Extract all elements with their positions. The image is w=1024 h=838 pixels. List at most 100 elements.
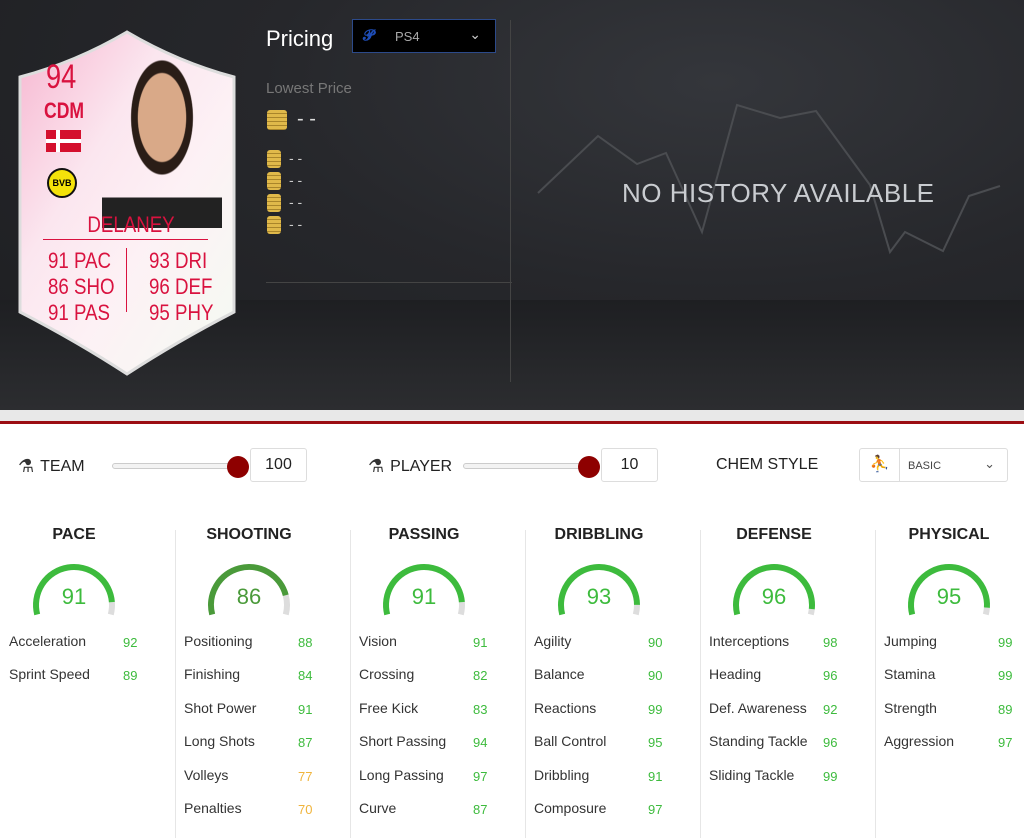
price-value: - - (289, 150, 303, 166)
divider (700, 530, 701, 838)
stat-row: Positioning 88 (184, 633, 324, 650)
stat-name: Positioning (184, 633, 253, 649)
stat-value: 88 (298, 635, 313, 650)
attribute-gauge (33, 564, 115, 616)
divider (875, 530, 876, 838)
stat-name: Acceleration (9, 633, 87, 649)
attribute-value: 91 (411, 584, 437, 609)
stat-row: Sprint Speed 89 (9, 666, 149, 683)
stat-value: 70 (298, 802, 313, 817)
stat-name: Ball Control (534, 733, 607, 749)
stat-name: Interceptions (709, 633, 790, 649)
slider-handle[interactable] (227, 456, 249, 478)
stat-value: 91 (648, 769, 663, 784)
card-stat: 95 PHY (149, 300, 214, 325)
stat-name: Reactions (534, 700, 597, 716)
stat-value: 83 (473, 702, 488, 717)
player-card[interactable]: 94 CDM BVB DELANEY 91 PAC 86 SHO 91 PAS … (16, 22, 238, 377)
stat-value: 94 (473, 735, 488, 750)
attribute-gauge (383, 564, 465, 616)
card-stat: 93 DRI (149, 248, 208, 273)
stat-row: Sliding Tackle 99 (709, 767, 849, 784)
team-chem-input[interactable]: 100 (250, 448, 307, 482)
gauge-track (457, 601, 465, 616)
gauge-fill (208, 563, 289, 616)
stat-row: Composure 97 (534, 800, 674, 817)
stat-row: Finishing 84 (184, 666, 324, 683)
pricing-title: Pricing (266, 26, 334, 51)
stat-value: 89 (998, 702, 1013, 717)
card-stat: 96 DEF (149, 274, 213, 299)
stat-row: Long Passing 97 (359, 767, 499, 784)
stat-value: 87 (473, 802, 488, 817)
no-history-message: NO HISTORY AVAILABLE (622, 178, 935, 208)
chem-style-label: CHEM STYLE (716, 456, 819, 473)
card-stat: 86 SHO (48, 274, 115, 299)
gauge-track (107, 601, 115, 616)
team-chem-slider[interactable] (112, 456, 249, 478)
attribute-title: PHYSICAL (908, 526, 990, 543)
stat-row: Curve 87 (359, 800, 499, 817)
chevron-down-icon: ⌄ (469, 26, 481, 42)
label: TEAM (40, 457, 85, 475)
stat-value: 92 (823, 702, 838, 717)
stat-name: Long Shots (184, 733, 255, 749)
gauge-fill (383, 564, 465, 616)
stat-row: Penalties 70 (184, 800, 324, 817)
attribute-title: PASSING (388, 526, 460, 543)
stat-name: Long Passing (359, 767, 444, 783)
stat-value: 89 (123, 668, 138, 683)
stat-row: Vision 91 (359, 633, 499, 650)
stat-row: Jumping 99 (884, 633, 1024, 650)
attribute-gauge (208, 563, 290, 616)
lowest-price-value: - - (297, 108, 316, 130)
slider-handle[interactable] (578, 456, 600, 478)
stat-row: Crossing 82 (359, 666, 499, 683)
player-chem-input[interactable]: 10 (601, 448, 658, 482)
attribute-column-passing: PASSING 91 Vision 91 Crossing 82 Free Kick 83 Sh… (350, 520, 525, 838)
stat-name: Stamina (884, 666, 936, 682)
stat-row: Balance 90 (534, 666, 674, 683)
gauge-track (632, 604, 640, 616)
player-silhouette-icon: ⛹ (860, 449, 900, 481)
stat-row: Reactions 99 (534, 700, 674, 717)
stat-value: 96 (823, 735, 838, 750)
stat-name: Curve (359, 800, 397, 816)
player-photo (102, 58, 222, 228)
gauge-track (807, 608, 815, 616)
stat-value: 99 (998, 668, 1013, 683)
stat-value: 97 (473, 769, 488, 784)
player-header: 94 CDM BVB DELANEY 91 PAC 86 SHO 91 PAS … (0, 0, 1024, 410)
stat-name: Sliding Tackle (709, 767, 795, 783)
flask-icon: ⚗ (368, 456, 385, 476)
coins-icon (267, 109, 287, 130)
attribute-value: 93 (586, 584, 612, 609)
price-row: - - (267, 194, 302, 213)
card-rating: 94 (46, 58, 77, 96)
platform-select[interactable]: 𝓟 PS4 ⌄ (352, 19, 496, 53)
stat-name: Sprint Speed (9, 666, 90, 682)
divider (510, 20, 511, 382)
stat-name: Free Kick (359, 700, 419, 716)
stat-value: 97 (648, 802, 663, 817)
playstation-icon: 𝓟 (363, 27, 374, 44)
player-chem-label: ⚗ PLAYER (368, 456, 452, 477)
attribute-value: 91 (61, 584, 87, 609)
attribute-value: 96 (761, 584, 787, 609)
stat-row: Long Shots 87 (184, 733, 324, 750)
stat-name: Jumping (884, 633, 937, 649)
card-position: CDM (44, 98, 85, 123)
stat-row: Agility 90 (534, 633, 674, 650)
attribute-value: 86 (236, 584, 262, 609)
card-stat: 91 PAS (48, 300, 111, 325)
stat-row: Free Kick 83 (359, 700, 499, 717)
chem-style-value: BASIC (908, 460, 942, 472)
stat-name: Penalties (184, 800, 242, 816)
stat-row: Ball Control 95 (534, 733, 674, 750)
chem-style-select[interactable]: ⛹ BASIC ⌄ (859, 448, 1008, 482)
player-chem-slider[interactable] (463, 456, 600, 478)
attribute-title: PACE (52, 526, 96, 543)
label: PLAYER (390, 457, 453, 475)
stat-row: Volleys 77 (184, 767, 324, 784)
stat-value: 98 (823, 635, 838, 650)
